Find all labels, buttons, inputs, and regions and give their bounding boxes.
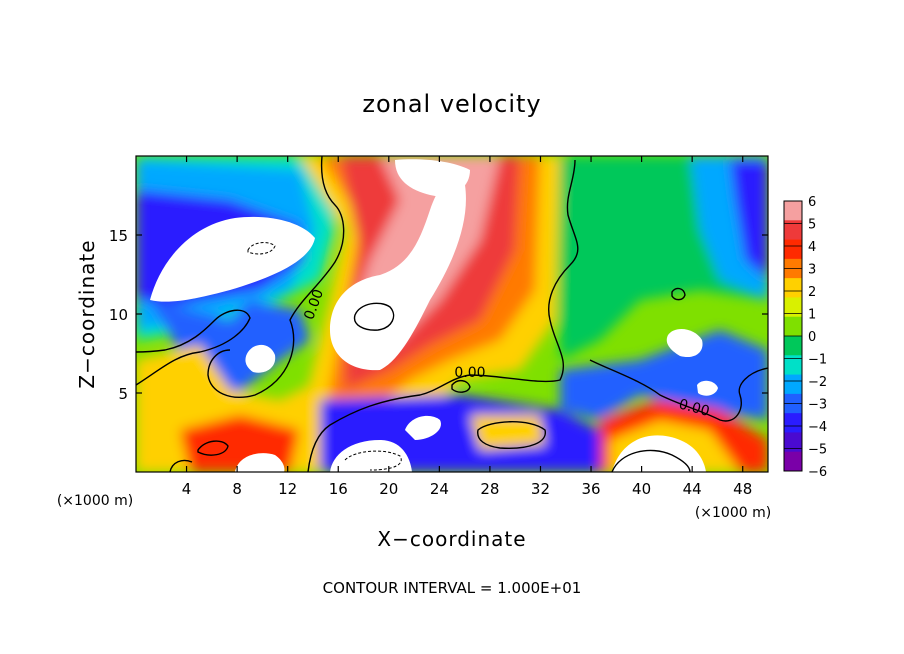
white-blob-center (330, 178, 466, 371)
white-blob-bottom-mid (405, 415, 441, 440)
x-axis-unit: (×1000 m) (695, 505, 771, 521)
contour-right-lower (589, 359, 768, 422)
y-axis: 5 10 15 (109, 227, 768, 403)
white-blob-upper-left (150, 216, 315, 302)
white-blob-bottom-left (235, 453, 285, 472)
colorbar-label: 3 (808, 263, 816, 278)
colorbar-label: 4 (808, 240, 816, 255)
colorbar: 6 5 4 3 2 1 0 −1 −2 −3 −4 −5 −6 (783, 195, 827, 480)
x-tick-label: 44 (683, 480, 702, 498)
contour-bottom-left-2 (169, 459, 193, 472)
white-blob-right-1 (666, 328, 703, 358)
colorbar-swatch (784, 316, 802, 337)
colorbar-label: −3 (808, 398, 827, 413)
contour-left-upper (136, 309, 251, 386)
colorbar-swatch (784, 201, 802, 221)
x-tick-label: 40 (632, 480, 651, 498)
colorbar-label: −4 (808, 420, 827, 435)
colorbar-swatch (784, 336, 802, 356)
y-tick-label: 5 (118, 385, 128, 403)
white-blob-bottom-center (330, 440, 412, 472)
chart-title: zonal velocity (362, 90, 541, 118)
dashed-contour-upper-left (247, 242, 276, 255)
heatmap-field (136, 156, 768, 472)
white-blob-bottom-right (612, 435, 706, 472)
x-tick-label: 36 (581, 480, 600, 498)
colorbar-label: 1 (808, 308, 816, 323)
colorbar-swatch (784, 220, 802, 241)
x-tick-label: 28 (480, 480, 499, 498)
white-blob-right-2 (697, 380, 718, 396)
contour-label-group: 0.00 (454, 365, 485, 381)
contour-island-right (671, 287, 686, 301)
contour-island-mid (451, 380, 471, 393)
contour-plume-left (207, 156, 345, 398)
colorbar-swatch (784, 432, 802, 453)
contour-island-center (353, 302, 395, 331)
zero-contours (136, 156, 768, 472)
dashed-contour-bottom-center (344, 450, 402, 471)
contour-bottom-right (611, 449, 691, 472)
x-tick-label: 8 (232, 480, 242, 498)
colorbar-label: −2 (808, 375, 827, 390)
contour-label: 0.00 (677, 396, 711, 420)
region-neg-5-right (730, 160, 768, 280)
white-blob-center-top (395, 159, 470, 197)
contour-interval-note: CONTOUR INTERVAL = 1.000E+01 (323, 579, 582, 597)
colorbar-swatch (784, 355, 802, 376)
colorbar-label: 6 (808, 195, 816, 210)
white-blob-left-ring (245, 344, 276, 373)
region-blue-mid-right (560, 330, 768, 420)
colorbar-swatch (784, 374, 802, 395)
colorbar-label: 0 (808, 330, 816, 345)
x-tick-label: 32 (531, 480, 550, 498)
y-axis-label: Z−coordinate (75, 239, 99, 388)
contour-label-group: 0.00 (677, 396, 711, 420)
colorbar-swatch (784, 451, 802, 472)
contour-bottom-left (197, 440, 229, 456)
x-axis-label: X−coordinate (377, 527, 526, 551)
y-tick-label: 10 (109, 306, 128, 324)
y-axis-unit: (×1000 m) (57, 493, 133, 509)
colorbar-swatch (784, 239, 802, 260)
colorbar-label: 2 (808, 285, 816, 300)
region-mid-yellow-right (470, 415, 545, 450)
dashed-contours (247, 242, 402, 471)
y-tick-label: 15 (109, 227, 128, 245)
colorbar-swatch (784, 413, 802, 433)
contour-island-bottom (477, 421, 546, 449)
colorbar-swatch (784, 278, 802, 298)
x-tick-label: 48 (733, 480, 752, 498)
x-tick-label: 20 (379, 480, 398, 498)
x-tick-label: 12 (278, 480, 297, 498)
saturated-regions (150, 159, 718, 472)
x-tick-label: 24 (430, 480, 449, 498)
contour-label: 0.00 (454, 365, 485, 381)
x-axis: 4 8 12 16 20 24 28 32 36 40 44 48 (182, 156, 752, 498)
colorbar-swatch (784, 297, 802, 318)
x-tick-label: 16 (329, 480, 348, 498)
x-tick-label: 4 (182, 480, 192, 498)
colorbar-label: −5 (808, 443, 827, 458)
colorbar-label: 5 (808, 218, 816, 233)
colorbar-label: −1 (808, 353, 827, 368)
contour-plume-right (307, 159, 579, 472)
colorbar-label: −6 (808, 465, 827, 480)
